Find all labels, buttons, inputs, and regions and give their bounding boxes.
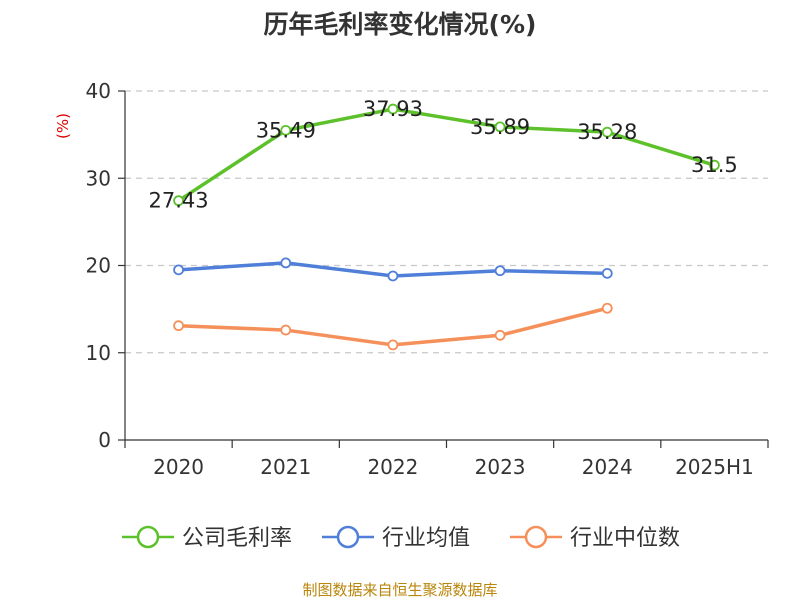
- point-1-1: [280, 257, 292, 269]
- point-2-4: [601, 302, 613, 314]
- point-0-4: [601, 126, 613, 138]
- point-1-2: [387, 270, 399, 282]
- point-2-0: [173, 320, 184, 332]
- x-tick-label-5: 2025H1: [675, 455, 754, 479]
- axes: [118, 90, 769, 448]
- point-1-4: [601, 267, 613, 279]
- legend-item-1[interactable]: 行业均值: [322, 525, 470, 551]
- data-label-2: 37.93: [363, 97, 423, 121]
- legend-label-1: 行业均值: [382, 526, 470, 551]
- chart-title: 历年毛利率变化情况(%): [264, 10, 537, 39]
- data-label-3: 35.89: [470, 115, 530, 139]
- x-tick-label-2: 2022: [367, 455, 418, 479]
- data-label-5: 31.5: [691, 153, 738, 177]
- y-tick-label-1: 10: [86, 341, 111, 365]
- point-0-2: [387, 103, 399, 115]
- series-2: [173, 302, 613, 351]
- point-2-1: [280, 324, 292, 336]
- y-tick-label-2: 20: [86, 254, 111, 278]
- legend-swatch-marker-1: [336, 525, 360, 549]
- x-tick-label-0: 2020: [153, 455, 204, 479]
- point-1-3: [494, 265, 506, 277]
- legend-item-2[interactable]: 行业中位数: [510, 525, 680, 551]
- data-labels: 27.43 35.49 37.93 35.89 35.28 31.5: [149, 97, 738, 213]
- y-tick-label-4: 40: [86, 79, 111, 103]
- x-tick-labels: 2020 2021 2022 2023 2024 2025H1: [153, 455, 754, 479]
- x-tick-label-3: 2023: [475, 455, 526, 479]
- point-0-3: [494, 121, 506, 133]
- series-line-2: [178, 306, 608, 347]
- legend-item-0[interactable]: 公司毛利率: [122, 525, 292, 551]
- source-note: 制图数据来自恒生聚源数据库: [302, 581, 497, 599]
- series-line-0: [177, 107, 715, 203]
- y-tick-labels: 0 10 20 30 40: [86, 79, 111, 452]
- point-2-3: [494, 329, 506, 341]
- y-tick-label-0: 0: [98, 428, 111, 452]
- point-0-0: [173, 195, 184, 207]
- legend: 公司毛利率 行业均值 行业中位数: [122, 525, 680, 551]
- x-tick-label-1: 2021: [260, 455, 311, 479]
- point-0-5: [709, 159, 720, 171]
- y-axis-unit: (%): [54, 113, 72, 139]
- legend-label-2: 行业中位数: [570, 526, 680, 551]
- legend-swatch-marker-2: [524, 525, 548, 549]
- data-label-0: 27.43: [149, 189, 209, 213]
- series-0: [173, 103, 720, 207]
- x-tick-label-4: 2024: [582, 455, 633, 479]
- data-label-1: 35.49: [256, 118, 316, 142]
- grid-lines: [125, 90, 768, 354]
- data-label-4: 35.28: [577, 120, 637, 144]
- point-2-2: [387, 339, 399, 351]
- series-group: [173, 103, 720, 351]
- point-1-0: [173, 264, 184, 276]
- legend-swatch-marker-0: [136, 525, 160, 549]
- series-1: [173, 257, 613, 282]
- point-0-1: [280, 124, 292, 136]
- legend-label-0: 公司毛利率: [182, 526, 292, 551]
- y-tick-label-3: 30: [86, 166, 111, 190]
